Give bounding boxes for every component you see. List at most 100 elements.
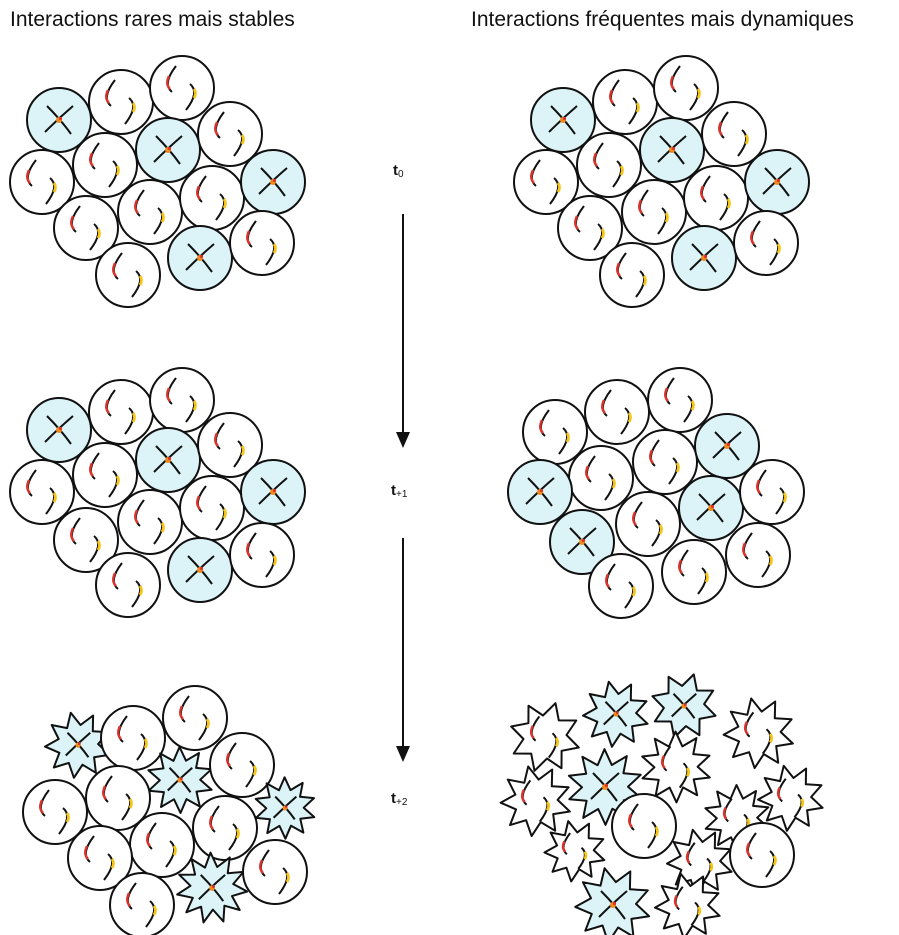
receptor-red-icon — [742, 542, 747, 557]
receptor-yellow-icon — [690, 400, 695, 411]
receptor-yellow-icon — [611, 478, 616, 489]
time-label-t2: t+2 — [391, 790, 407, 808]
receptor-red-icon — [756, 479, 761, 494]
cell-circle-icon — [53, 507, 119, 573]
arrowhead-icon — [396, 746, 410, 762]
cell — [611, 793, 677, 859]
binding-site-icon — [58, 426, 63, 431]
interacting-cell — [26, 397, 92, 463]
binding-site-icon — [58, 116, 63, 121]
cell-circle-icon — [95, 242, 161, 308]
binding-site-icon — [199, 566, 204, 571]
receptor-red-icon — [574, 215, 579, 230]
receptor-yellow-icon — [600, 228, 605, 239]
receptor-yellow-icon — [115, 165, 120, 176]
star-cell-icon — [543, 820, 606, 883]
cell-circle-icon — [584, 379, 650, 445]
cell-circle-icon — [592, 69, 658, 135]
receptor-red-icon — [673, 894, 679, 908]
cell — [576, 132, 642, 198]
cell — [117, 179, 183, 245]
receptor-red-icon — [685, 850, 691, 864]
receptor-yellow-icon — [52, 182, 57, 193]
cell — [162, 685, 228, 751]
interacting-cell — [671, 225, 737, 291]
receptor-red-icon — [605, 573, 610, 588]
receptor-red-icon — [39, 799, 44, 814]
receptor-red-icon — [166, 387, 171, 402]
receptor-red-icon — [112, 572, 117, 587]
receptor-yellow-icon — [96, 540, 101, 551]
receptor-red-icon — [776, 786, 782, 800]
receptor-red-icon — [649, 449, 654, 464]
cell-circle-icon — [599, 242, 665, 308]
receptor-yellow-icon — [272, 243, 277, 254]
right-column-title: Interactions fréquentes mais dynamiques — [471, 8, 854, 31]
cell — [109, 872, 175, 935]
cell-circle-icon — [197, 101, 263, 167]
cell — [179, 475, 245, 541]
star-cell — [722, 697, 794, 770]
cell — [621, 179, 687, 245]
receptor-red-icon — [246, 230, 251, 245]
cell-circle-icon — [72, 132, 138, 198]
cell — [209, 732, 275, 798]
star-cell — [651, 673, 717, 739]
cell-circle-icon — [621, 179, 687, 245]
receptor-yellow-icon — [172, 845, 177, 856]
receptor-yellow-icon — [160, 212, 165, 223]
cell-circle-icon — [88, 69, 154, 135]
receptor-yellow-icon — [631, 586, 636, 597]
receptor-yellow-icon — [96, 228, 101, 239]
binding-site-icon — [683, 703, 687, 707]
cell-circle-icon — [117, 179, 183, 245]
interacting-cell — [135, 427, 201, 493]
cell-circle-icon — [95, 552, 161, 618]
cell — [599, 242, 665, 308]
binding-site-icon — [77, 742, 81, 746]
cell-circle-icon — [576, 132, 642, 198]
receptor-red-icon — [722, 806, 728, 820]
receptor-yellow-icon — [272, 555, 277, 566]
binding-site-icon — [199, 254, 204, 259]
time-arrows — [396, 214, 410, 762]
receptor-yellow-icon — [65, 812, 70, 823]
receptor-red-icon — [632, 511, 637, 526]
star-cell — [654, 872, 721, 935]
receptor-yellow-icon — [152, 905, 157, 916]
cell-circle-icon — [192, 795, 258, 861]
receptor-red-icon — [70, 527, 75, 542]
cell — [9, 459, 75, 525]
receptor-red-icon — [593, 152, 598, 167]
cell-circle-icon — [513, 149, 579, 215]
cell — [615, 491, 681, 557]
receptor-red-icon — [26, 169, 31, 184]
cell-circle-icon — [149, 55, 215, 121]
cell — [95, 552, 161, 618]
binding-site-icon — [703, 254, 708, 259]
receptor-yellow-icon — [704, 572, 709, 583]
receptor-yellow-icon — [192, 88, 197, 99]
interacting-cell — [26, 87, 92, 153]
binding-site-icon — [272, 488, 277, 493]
receptor-red-icon — [561, 840, 567, 853]
receptor-yellow-icon — [776, 243, 781, 254]
receptor-yellow-icon — [619, 165, 624, 176]
receptor-red-icon — [196, 495, 201, 510]
star-cell-icon — [722, 697, 794, 770]
cell — [725, 522, 791, 588]
cell-circle-icon — [67, 825, 133, 891]
receptor-red-icon — [70, 215, 75, 230]
binding-site-icon — [539, 488, 544, 493]
interacting-cell — [240, 459, 306, 525]
receptor-red-icon — [743, 721, 749, 735]
cell — [192, 795, 258, 861]
left-column-title: Interactions rares mais stables — [10, 8, 295, 31]
cell-circle-icon — [9, 149, 75, 215]
receptor-yellow-icon — [769, 733, 774, 744]
cell-circle-icon — [647, 367, 713, 433]
receptor-yellow-icon — [52, 492, 57, 503]
cell-circle-icon — [733, 210, 799, 276]
star-cell — [147, 746, 213, 814]
